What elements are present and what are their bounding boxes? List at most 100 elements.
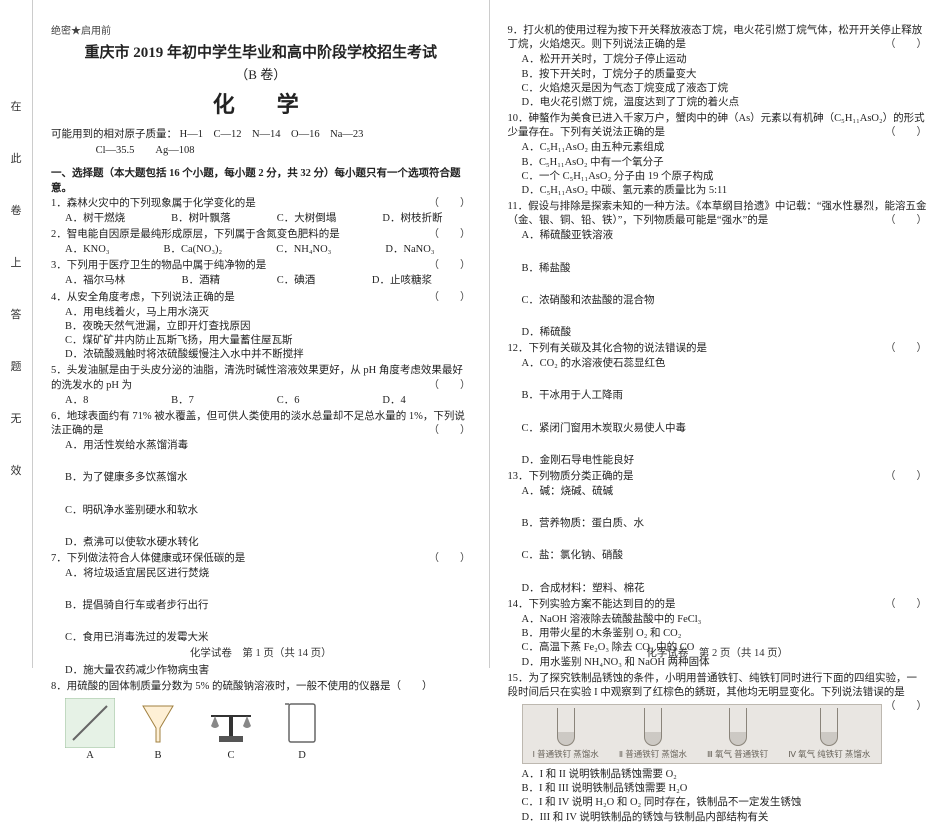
spine-char: 此 xyxy=(11,150,22,166)
answer-paren: （ ） xyxy=(429,379,471,393)
q12-opts: A．CO₂ 的水溶液使石蕊显红色 B．干冰用于人工降雨 C．紧闭门窗用木炭取火易… xyxy=(522,357,928,468)
q12-stem: 12．下列有关碳及其化合物的说法错误的是（ ） xyxy=(508,342,928,356)
q9-a: A．松开开关时，丁烷分子停止运动 xyxy=(522,53,928,67)
q7-a: A．将垃圾适宜居民区进行焚烧 xyxy=(65,567,260,581)
q9-b: B．按下开关时，丁烷分子的质量变大 xyxy=(522,68,928,82)
q9-d: D．电火花引燃丁烷，温度达到了丁烷的着火点 xyxy=(522,96,928,110)
q15-stem: 15．为了探究铁制品锈蚀的条件，小明用普通铁钉、纯铁钉同时进行下面的四组实验，一… xyxy=(508,672,928,700)
tube-4: Ⅳ 氧气 纯铁钉 蒸馏水 xyxy=(788,708,870,759)
q12-c: C．紧闭门窗用木炭取火易使人中毒 xyxy=(522,422,717,436)
atomic-masses: 可能用到的相对原子质量： H—1 C—12 N—14 O—16 Na—23 Cl… xyxy=(51,127,471,159)
spine-char: 卷 xyxy=(11,202,22,218)
q1-text: 1．森林火灾中的下列现象属于化学变化的是 xyxy=(51,198,256,209)
atoms-line2: Cl—35.5 Ag—108 xyxy=(96,145,195,156)
q9-stem: 9．打火机的使用过程为按下开关释放液态丁烷，电火花引燃丁烷气体，松开开关停止释放… xyxy=(508,24,928,52)
q8-img-b: B xyxy=(133,698,183,761)
funnel-icon xyxy=(133,698,183,748)
q4-opts: A．用电线着火，马上用水浇灭 B．夜晚天然气泄漏，立即开灯查找原因 C．煤矿矿井… xyxy=(65,306,471,363)
q4-text: 4．从安全角度考虑，下列说法正确的是 xyxy=(51,292,235,303)
q2-c: C．NH₄NO₃ xyxy=(276,243,367,257)
q10-b: B．C₅H₁₁AsO₂ 中有一个氧分子 xyxy=(522,156,928,170)
q7-opts: A．将垃圾适宜居民区进行焚烧 B．提倡骑自行车或者步行出行 C．食用已消毒洗过的… xyxy=(65,567,471,678)
tube2-label: Ⅱ 普通铁钉 蒸馏水 xyxy=(619,750,687,759)
q5-b: B．7 xyxy=(171,394,259,408)
q1-opts: A．树干燃烧 B．树叶飘落 C．大树倒塌 D．树枝折断 xyxy=(65,212,471,226)
q1-b: B．树叶飘落 xyxy=(171,212,259,226)
q12-d: D．金刚石导电性能良好 xyxy=(522,454,717,468)
q4-c: C．煤矿矿井内防止瓦斯飞扬，用大量蓄住屋瓦斯 xyxy=(65,334,471,348)
q1-a: A．树干燃烧 xyxy=(65,212,153,226)
q15-opts: A．I 和 II 说明铁制品锈蚀需要 O₂ B．I 和 III 说明铁制品锈蚀需… xyxy=(522,768,928,825)
answer-paren: （ ） xyxy=(885,470,927,484)
q3-opts: A．福尔马林 B．酒精 C．碘酒 D．止咳糖浆 xyxy=(65,274,471,288)
q11-stem: 11．假设与排除是探索未知的一种方法。《本草纲目拾遗》中记载：“强水性暴烈，能溶… xyxy=(508,200,928,228)
q1-d: D．树枝折断 xyxy=(382,212,470,226)
answer-paren: （ ） xyxy=(885,214,927,228)
q10-text: 10．砷螯作为美食已进入千家万户，蟹肉中的砷（As）元素以有机砷（C₅H₁₁As… xyxy=(508,113,925,138)
q5-c: C．6 xyxy=(277,394,365,408)
q14-a: A．NaOH 溶液除去硫酸盐酸中的 FeCl₃ xyxy=(522,613,928,627)
q5-text: 5．头发油腻是由于头皮分泌的油脂，清洗时碱性溶液效果更好，从 pH 角度考虑效果… xyxy=(51,365,463,390)
q4-stem: 4．从安全角度考虑，下列说法正确的是 （ ） xyxy=(51,291,471,305)
q5-d: D．4 xyxy=(382,394,470,408)
q6-opts: A．用活性炭给水蒸馏消毒 B．为了健康多多饮蒸馏水 C．明矾净水鉴别硬水和软水 … xyxy=(65,439,471,550)
q3-c: C．碘酒 xyxy=(277,274,354,288)
q6-d: D．煮沸可以使软水硬水转化 xyxy=(65,536,260,550)
q3-stem: 3．下列用于医疗卫生的物品中属于纯净物的是 （ ） xyxy=(51,259,471,273)
answer-paren: （ ） xyxy=(429,197,471,211)
q1-c: C．大树倒塌 xyxy=(277,212,365,226)
q10-c: C．一个 C₅H₁₁AsO₂ 分子由 19 个原子构成 xyxy=(522,170,928,184)
q8-img-d: D xyxy=(279,698,325,761)
spine-char: 上 xyxy=(11,254,22,270)
q2-a: A．KNO₃ xyxy=(65,243,146,257)
q3-a: A．福尔马林 xyxy=(65,274,164,288)
test-tube-icon xyxy=(644,708,662,746)
q7-stem: 7．下列做法符合人体健康或环保低碳的是（ ） xyxy=(51,552,471,566)
beaker-icon xyxy=(279,698,325,748)
q3-d: D．止咳糖浆 xyxy=(372,274,471,288)
q7-text: 7．下列做法符合人体健康或环保低碳的是 xyxy=(51,553,245,564)
glass-rod-icon xyxy=(65,698,115,748)
q14-b: B．用带火星的木条鉴别 O₂ 和 CO₂ xyxy=(522,627,928,641)
subject: 化 学 xyxy=(51,87,471,119)
section-a-head: 一、选择题（本大题包括 16 个小题，每小题 2 分，共 32 分）每小题只有一… xyxy=(51,165,471,195)
q2-stem: 2．智电能自因原是最纯形成原层，下列属于含氮变色肥料的是 （ ） xyxy=(51,228,471,242)
q3-b: B．酒精 xyxy=(182,274,259,288)
q5-opts: A．8 B．7 C．6 D．4 xyxy=(65,394,471,408)
q2-text: 2．智电能自因原是最纯形成原层，下列属于含氮变色肥料的是 xyxy=(51,229,340,240)
page-2: 9．打火机的使用过程为按下开关释放液态丁烷，电火花引燃丁烷气体，松开开关停止释放… xyxy=(489,0,945,668)
paper-label: （B 卷） xyxy=(51,64,471,83)
q11-a: A．稀硫酸亚铁溶液 xyxy=(522,229,717,243)
answer-paren: （ ） xyxy=(429,228,471,242)
q5-stem: 5．头发油腻是由于头皮分泌的油脂，清洗时碱性溶液效果更好，从 pH 角度考虑效果… xyxy=(51,364,471,392)
q6-c: C．明矾净水鉴别硬水和软水 xyxy=(65,504,260,518)
q13-stem: 13．下列物质分类正确的是（ ） xyxy=(508,470,928,484)
q2-opts: A．KNO₃ B．Ca(NO₃)₂ C．NH₄NO₃ D．NaNO₃ xyxy=(65,243,471,257)
q13-c: C．盐：氯化钠、硝酸 xyxy=(522,549,717,563)
footer-p1: 化学试卷 第 1 页（共 14 页） xyxy=(33,645,489,660)
q11-b: B．稀盐酸 xyxy=(522,262,717,276)
tube-3: Ⅲ 氧气 普通铁钉 xyxy=(707,708,768,759)
tube-2: Ⅱ 普通铁钉 蒸馏水 xyxy=(619,708,687,759)
answer-paren: （ ） xyxy=(429,424,471,438)
q4-d: D．浓硫酸溅触时将浓硫酸缓慢注入水中并不断搅拌 xyxy=(65,348,471,362)
answer-paren: （ ） xyxy=(429,259,471,273)
answer-paren: （ ） xyxy=(885,700,927,714)
q6-text: 6．地球表面约有 71% 被水覆盖，但可供人类使用的淡水总量却不足总水量的 1%… xyxy=(51,411,465,436)
q4-a: A．用电线着火，马上用水浇灭 xyxy=(65,306,471,320)
q15-d: D．III 和 IV 说明铁制品的锈蚀与铁制品内部结构有关 xyxy=(522,811,928,825)
answer-paren: （ ） xyxy=(429,291,471,305)
binding-spine: 在 此 卷 上 答 题 无 效 xyxy=(0,0,32,668)
q3-text: 3．下列用于医疗卫生的物品中属于纯净物的是 xyxy=(51,260,266,271)
atoms-line1: H—1 C—12 N—14 O—16 Na—23 xyxy=(180,129,364,140)
q8-img-a: A xyxy=(65,698,115,761)
q4-b: B．夜晚天然气泄漏，立即开灯查找原因 xyxy=(65,320,471,334)
q5-a: A．8 xyxy=(65,394,153,408)
q11-d: D．稀硫酸 xyxy=(522,326,717,340)
answer-paren: （ ） xyxy=(885,342,927,356)
q10-d: D．C₅H₁₁AsO₂ 中碳、氢元素的质量比为 5:11 xyxy=(522,184,928,198)
secret-line: 绝密★启用前 xyxy=(51,22,471,37)
q12-b: B．干冰用于人工降雨 xyxy=(522,389,717,403)
q9-c: C．火焰熄灭是因为气态丁烷变成了液态丁烷 xyxy=(522,82,928,96)
q8-stem: 8．用硫酸的固体制质量分数为 5% 的硫酸钠溶液时，一般不使用的仪器是（ ） xyxy=(51,680,471,694)
